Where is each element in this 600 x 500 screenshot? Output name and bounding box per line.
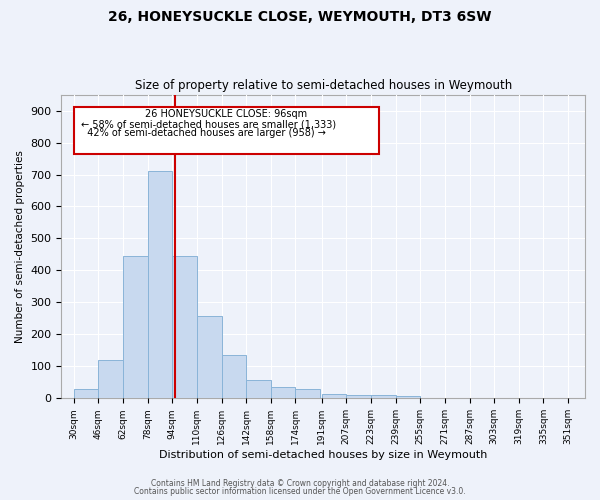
Bar: [371, 395, 395, 398]
Bar: [221, 355, 246, 399]
Bar: [197, 316, 221, 398]
Text: 26 HONEYSUCKLE CLOSE: 96sqm: 26 HONEYSUCKLE CLOSE: 96sqm: [145, 110, 307, 120]
Text: Contains HM Land Registry data © Crown copyright and database right 2024.: Contains HM Land Registry data © Crown c…: [151, 478, 449, 488]
Title: Size of property relative to semi-detached houses in Weymouth: Size of property relative to semi-detach…: [134, 79, 512, 92]
Bar: [295, 390, 320, 398]
Bar: [98, 360, 123, 399]
Text: ← 58% of semi-detached houses are smaller (1,333): ← 58% of semi-detached houses are smalle…: [82, 120, 337, 130]
Bar: [148, 172, 172, 398]
Bar: [271, 387, 295, 398]
Bar: [322, 394, 346, 398]
Text: Contains public sector information licensed under the Open Government Licence v3: Contains public sector information licen…: [134, 487, 466, 496]
Bar: [346, 395, 371, 398]
Bar: [395, 396, 420, 398]
Bar: [246, 380, 271, 398]
Bar: [123, 256, 148, 398]
Bar: [74, 389, 98, 398]
X-axis label: Distribution of semi-detached houses by size in Weymouth: Distribution of semi-detached houses by …: [159, 450, 487, 460]
FancyBboxPatch shape: [74, 108, 379, 154]
Text: 42% of semi-detached houses are larger (958) →: 42% of semi-detached houses are larger (…: [82, 128, 326, 138]
Text: 26, HONEYSUCKLE CLOSE, WEYMOUTH, DT3 6SW: 26, HONEYSUCKLE CLOSE, WEYMOUTH, DT3 6SW: [108, 10, 492, 24]
Bar: [172, 256, 197, 398]
Y-axis label: Number of semi-detached properties: Number of semi-detached properties: [15, 150, 25, 343]
